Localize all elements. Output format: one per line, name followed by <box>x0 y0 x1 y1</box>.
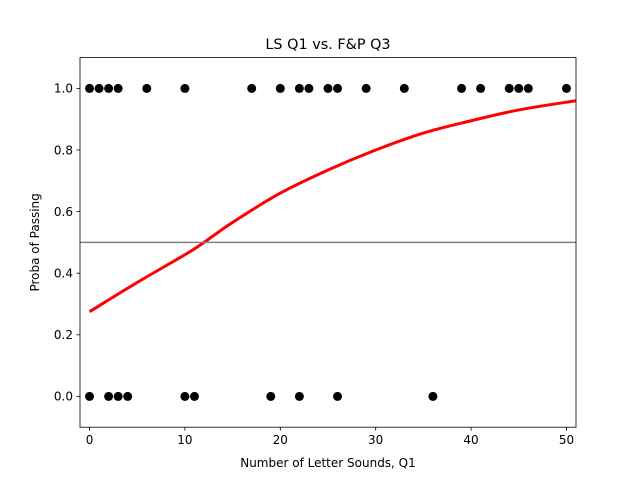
data-point <box>523 83 533 93</box>
plot-area <box>80 83 577 401</box>
data-point <box>123 391 133 401</box>
data-point <box>476 83 486 93</box>
data-point <box>85 391 95 401</box>
chart-title: LS Q1 vs. F&P Q3 <box>265 37 390 53</box>
data-point <box>399 83 409 93</box>
data-point <box>323 83 333 93</box>
data-point <box>428 391 438 401</box>
y-tick-label: 1.0 <box>54 82 73 96</box>
x-tick-label: 40 <box>463 433 478 447</box>
x-tick-label: 20 <box>273 433 288 447</box>
data-point <box>113 391 123 401</box>
logistic-curve <box>88 99 577 313</box>
axes-frame <box>79 57 577 428</box>
data-point <box>247 83 257 93</box>
data-point <box>333 391 343 401</box>
data-point <box>294 83 304 93</box>
data-point <box>294 391 304 401</box>
data-point <box>361 83 371 93</box>
x-tick-label: 30 <box>368 433 383 447</box>
y-tick-label: 0.6 <box>54 205 73 219</box>
data-point <box>275 83 285 93</box>
x-tick-label: 10 <box>177 433 192 447</box>
y-tick-label: 0.0 <box>54 390 73 404</box>
data-point <box>189 391 199 401</box>
data-point <box>104 83 114 93</box>
data-point <box>180 391 190 401</box>
data-point <box>333 83 343 93</box>
x-tick-label: 0 <box>86 433 94 447</box>
y-tick-label: 0.8 <box>54 143 73 157</box>
data-point <box>514 83 524 93</box>
data-point <box>457 83 467 93</box>
y-axis-label: Proba of Passing <box>28 193 42 291</box>
y-axis: 0.0 0.2 0.4 0.6 0.8 1.0 <box>54 82 80 404</box>
data-point <box>85 83 95 93</box>
data-point <box>113 83 123 93</box>
data-point <box>94 83 104 93</box>
x-axis: 0 10 20 30 40 50 <box>86 427 574 447</box>
data-point <box>561 83 571 93</box>
data-point <box>180 83 190 93</box>
data-point <box>504 83 514 93</box>
data-point <box>304 83 314 93</box>
y-tick-label: 0.4 <box>54 267 73 281</box>
data-point <box>142 83 152 93</box>
x-axis-label: Number of Letter Sounds, Q1 <box>240 456 416 470</box>
x-tick-label: 50 <box>559 433 574 447</box>
y-tick-label: 0.2 <box>54 328 73 342</box>
data-point <box>104 391 114 401</box>
data-point <box>266 391 276 401</box>
